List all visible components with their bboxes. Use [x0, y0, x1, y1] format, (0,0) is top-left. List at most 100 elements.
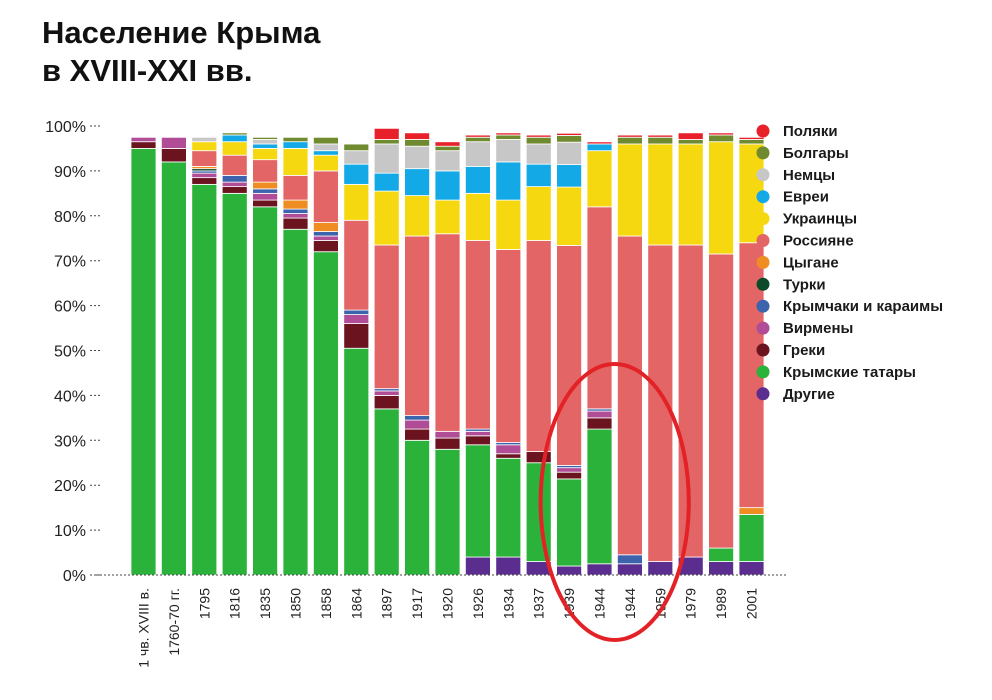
bar-stack — [252, 127, 279, 576]
bar-segment — [464, 166, 491, 194]
bar-segment — [677, 143, 704, 246]
bar-segment — [677, 132, 704, 140]
bar-segment — [343, 143, 370, 152]
bar-segment — [282, 228, 309, 576]
x-tick-label: 1816 — [227, 588, 243, 619]
bar-segment — [282, 136, 309, 143]
bar-segment — [312, 143, 339, 152]
bar-segment — [252, 206, 279, 576]
bar-segment — [130, 141, 157, 149]
legend-item: Болгары — [756, 145, 849, 162]
bar-segment — [343, 150, 370, 165]
bar-segment — [404, 132, 431, 140]
bar-stack — [586, 125, 613, 576]
bar-segment — [495, 249, 522, 443]
y-tick-label: 20% — [54, 478, 86, 495]
bar-segment — [404, 235, 431, 417]
bar-segment — [617, 563, 643, 576]
x-tick-label: 1897 — [379, 588, 395, 619]
bar-segment — [130, 136, 157, 143]
bar-segment — [252, 148, 279, 161]
bar-segment — [617, 125, 643, 136]
bar-segment — [191, 150, 218, 167]
bar-segment — [221, 134, 248, 143]
bar-segment — [252, 127, 279, 138]
legend-swatch — [756, 299, 770, 313]
bar-stack — [160, 125, 187, 576]
bar-stack — [221, 125, 248, 576]
bar-segment — [343, 219, 370, 311]
chart-title-line2: в XVIII-XXI вв. — [42, 53, 253, 88]
legend-label: Другие — [783, 386, 835, 403]
bar-segment — [525, 451, 552, 464]
y-tick-label: 0% — [63, 568, 86, 585]
bar-segment — [647, 125, 674, 136]
bar-segment — [404, 419, 431, 430]
legend-swatch — [756, 321, 770, 335]
bar-segment — [556, 164, 582, 188]
bar-segment — [647, 561, 674, 576]
x-tick-label: 1989 — [713, 588, 729, 619]
bar-segment — [708, 125, 734, 134]
x-tick-label: 1850 — [288, 588, 304, 619]
legend-swatch — [756, 277, 770, 291]
legend-item: Крымчаки и караимы — [756, 298, 943, 315]
x-tick-label: 1939 — [561, 588, 577, 619]
legend-label: Крымчаки и караимы — [783, 298, 943, 315]
bar-segment — [343, 163, 370, 185]
bar-segment — [404, 168, 431, 196]
legend-item: Украинцы — [756, 211, 857, 228]
bar-segment — [617, 136, 643, 145]
bar-segment — [191, 172, 218, 179]
bar-segment — [343, 134, 370, 145]
bar-segment — [312, 154, 339, 172]
bar-segment — [373, 127, 400, 140]
bar-segment — [434, 430, 461, 439]
bar-segment — [738, 507, 765, 515]
bar-stack — [434, 134, 461, 576]
bar-segment — [312, 222, 339, 232]
bar-segment — [252, 143, 279, 149]
legend-item: Вирмены — [756, 320, 853, 337]
bar-segment — [464, 141, 491, 167]
legend-item: Поляки — [756, 123, 838, 140]
x-tick-label: 1944 — [592, 588, 608, 619]
bar-segment — [464, 192, 491, 241]
bar-segment — [252, 192, 279, 201]
bar-stack — [130, 125, 157, 576]
bar-segment — [556, 471, 582, 480]
bar-stack — [373, 125, 400, 576]
bar-segment — [312, 235, 339, 241]
highlight-ellipse — [538, 362, 691, 642]
x-tick-label: 1926 — [470, 588, 486, 619]
bar-segment — [495, 444, 522, 455]
bar-stack — [525, 125, 552, 576]
bar-segment — [464, 435, 491, 446]
bar-segment — [282, 213, 309, 219]
legend-label: Россияне — [783, 233, 854, 250]
bar-segment — [464, 136, 491, 143]
x-tick-label: 1959 — [652, 588, 668, 619]
bar-segment — [464, 430, 491, 437]
bar-segment — [191, 183, 218, 576]
bar-segment — [677, 139, 704, 145]
bar-segment — [495, 125, 522, 134]
bar-segment — [252, 139, 279, 145]
bar-stack — [282, 130, 309, 576]
bar-stack — [404, 127, 431, 576]
bar-segment — [708, 547, 734, 562]
bar-segment — [434, 170, 461, 201]
bar-segment — [373, 172, 400, 192]
bar-segment — [373, 190, 400, 246]
bar-segment — [586, 150, 613, 208]
bars — [130, 125, 765, 576]
bar-segment — [738, 561, 765, 576]
bar-segment — [221, 181, 248, 188]
legend-item: Немцы — [756, 167, 835, 184]
bar-segment — [404, 428, 431, 441]
bar-segment — [708, 253, 734, 549]
x-axis-labels: 1 чв. XVIII в. 1760-70 гг. 1795 1816 1835 185… — [136, 588, 760, 668]
bar-segment — [221, 192, 248, 576]
bar-segment — [556, 478, 582, 567]
